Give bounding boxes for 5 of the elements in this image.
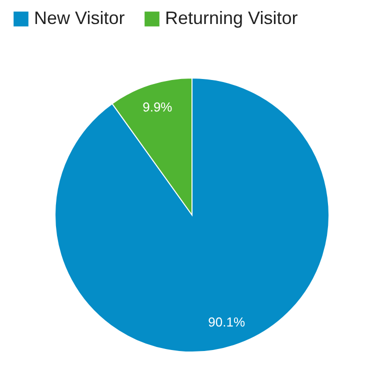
legend-label: New Visitor <box>34 8 125 28</box>
data-label: 9.9% <box>142 99 173 114</box>
pie-slice <box>54 78 330 352</box>
data-label: 90.1% <box>208 314 246 330</box>
legend-label: Returning Visitor <box>165 8 298 28</box>
